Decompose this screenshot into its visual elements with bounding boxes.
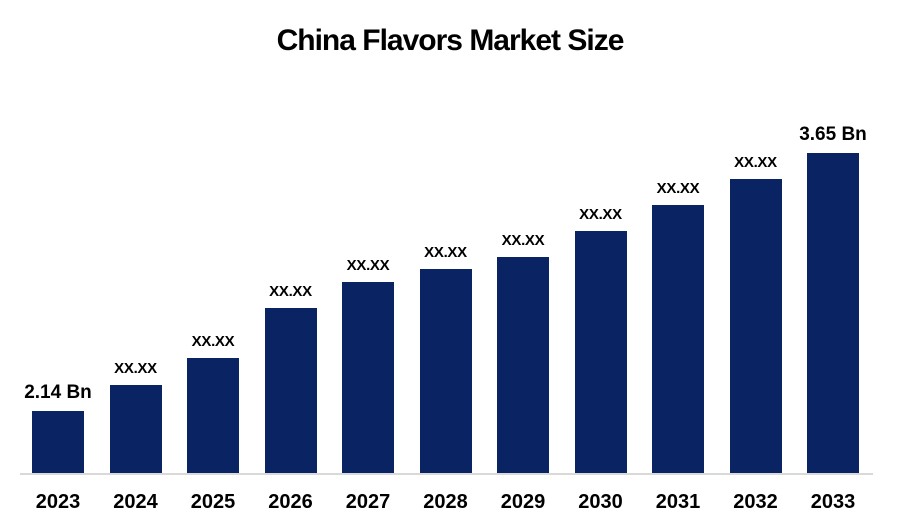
x-tick-2031: 2031 [655,491,701,513]
x-tick-2032: 2032 [733,491,778,513]
bar-2023 [32,411,84,474]
bar-2029 [497,257,549,474]
chart-title: China Flavors Market Size [276,24,625,57]
bar-2025 [187,358,239,474]
x-axis-line [20,473,873,475]
bar-2030 [574,231,627,474]
value-label-2027: XX.XX [346,257,390,274]
bar-2033 [807,153,859,474]
value-label-2032: XX.XX [734,154,777,171]
x-tick-2026: 2026 [268,491,313,513]
bar-2027 [342,282,394,474]
bar-2032 [729,179,782,474]
value-label-2026: XX.XX [269,283,312,300]
x-tick-2033: 2033 [810,491,856,513]
value-label-2028: XX.XX [424,244,467,261]
value-label-2030: XX.XX [579,206,622,223]
x-tick-2025: 2025 [190,491,236,513]
x-tick-2030: 2030 [578,491,623,513]
x-tick-2028: 2028 [423,491,468,513]
x-tick-2024: 2024 [113,491,158,513]
x-tick-2023: 2023 [35,491,81,513]
value-label-2025: XX.XX [191,333,235,350]
value-label-2031: XX.XX [656,180,700,197]
x-tick-2029: 2029 [500,491,546,513]
bar-2024 [109,385,162,474]
value-label-2029: XX.XX [501,232,545,249]
bar-2026 [264,308,317,474]
value-label-2023: 2.14 Bn [24,382,92,403]
bar-2031 [652,205,704,474]
bar-2028 [419,269,472,474]
value-label-2024: XX.XX [114,360,157,377]
value-label-2033: 3.65 Bn [799,124,867,145]
x-tick-2027: 2027 [345,491,391,513]
